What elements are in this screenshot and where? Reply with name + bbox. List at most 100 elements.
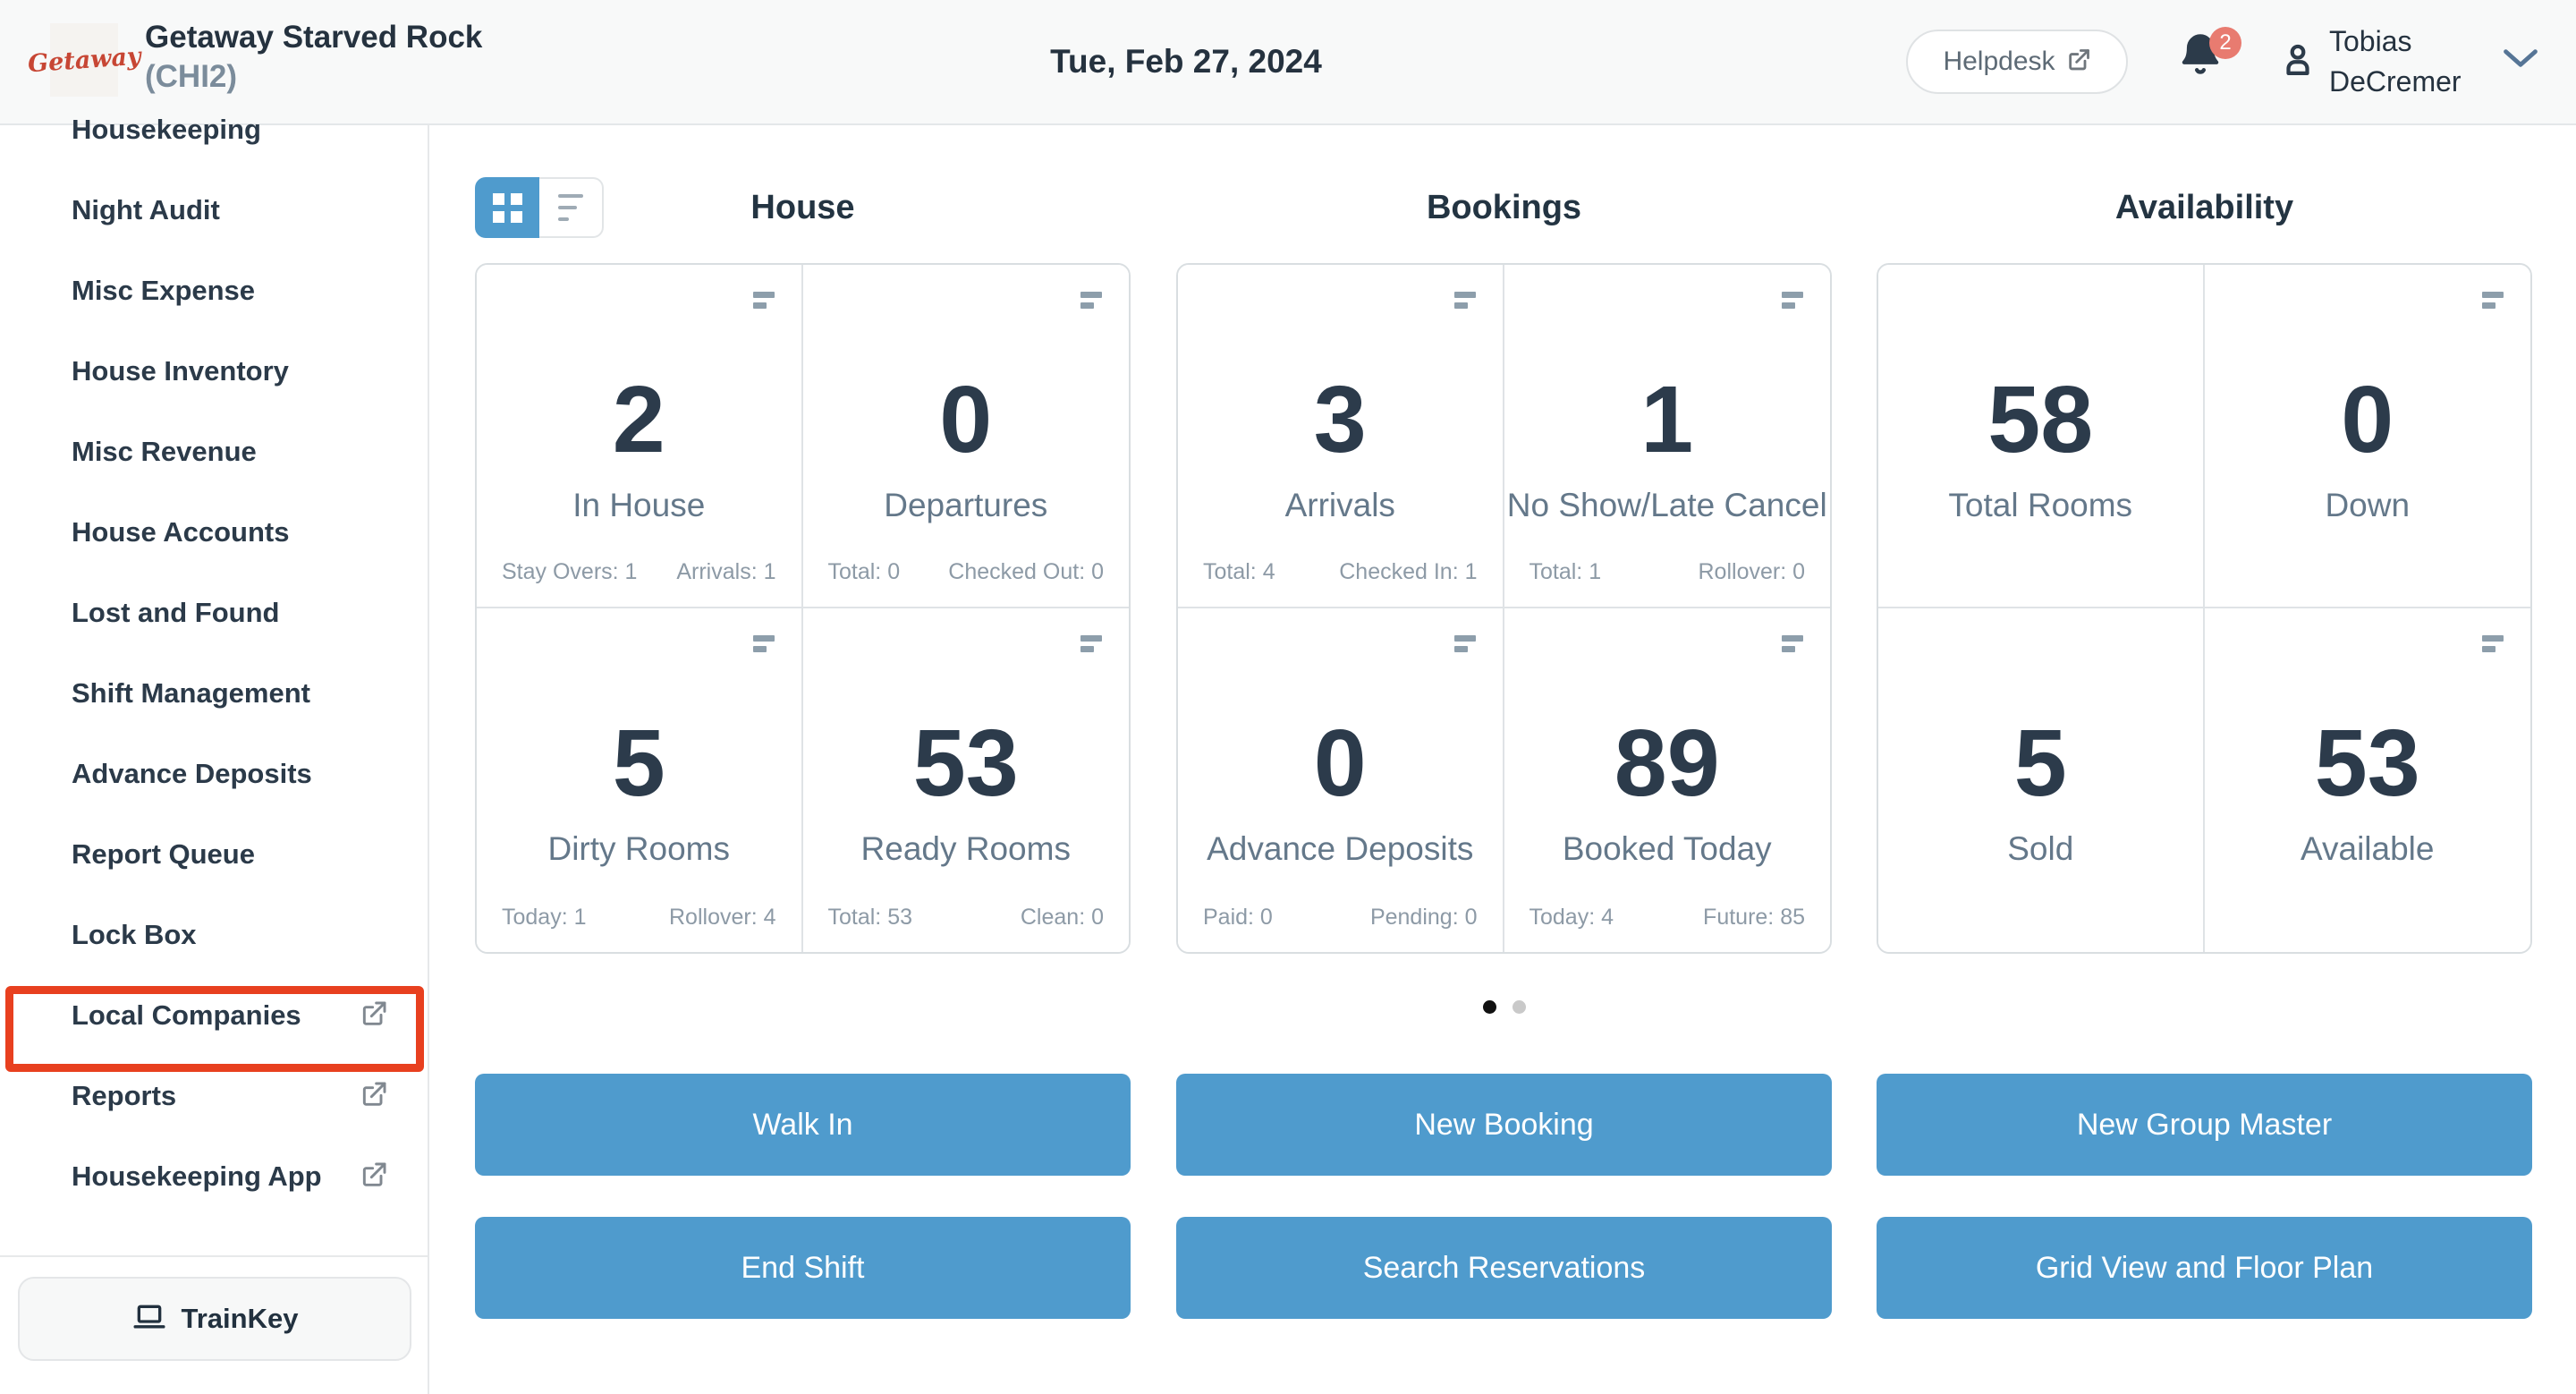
section-title-bookings: Bookings [1426,188,1582,226]
card-no-show-late-cancel[interactable]: 1 No Show/Late Cancel Total: 1 Rollover:… [1504,265,1830,608]
card-menu-icon[interactable] [1453,292,1476,309]
sidebar-item-label: Advance Deposits [72,758,312,789]
new-booking-button[interactable]: New Booking [1176,1074,1832,1176]
card-stat-right: Future: 85 [1703,905,1805,930]
card-value: 53 [912,710,1019,816]
new-group-master-button[interactable]: New Group Master [1877,1074,2532,1176]
grid-view-button[interactable] [475,177,539,238]
user-menu-chevron[interactable] [2501,45,2540,76]
helpdesk-button[interactable]: Helpdesk [1906,30,2128,94]
card-sold[interactable]: 5 Sold [1878,608,2205,952]
grid-view-icon [492,192,522,223]
sidebar-item-label: Lost and Found [72,597,280,628]
card-total-rooms[interactable]: 58 Total Rooms [1878,265,2205,608]
card-footer: Total: 4 Checked In: 1 [1203,559,1478,585]
card-value: 5 [612,710,665,816]
sidebar-item-house-accounts[interactable]: House Accounts [0,514,428,577]
card-ready-rooms[interactable]: 53 Ready Rooms Total: 53 Clean: 0 [802,608,1129,952]
card-menu-icon[interactable] [752,635,775,652]
card-menu-icon[interactable] [1080,292,1102,309]
sidebar-item-lost-and-found[interactable]: Lost and Found [0,595,428,658]
sidebar-item-label: Misc Revenue [72,436,257,467]
sidebar-item-lock-box[interactable]: Lock Box [0,917,428,980]
sidebar-item-label: Night Audit [72,194,220,225]
bookings-card-group: 3 Arrivals Total: 4 Checked In: 1 1 No S… [1176,263,1832,954]
sidebar-item-misc-expense[interactable]: Misc Expense [0,273,428,336]
card-stat-left: Today: 4 [1529,905,1614,930]
list-view-button[interactable] [539,177,604,238]
card-menu-icon[interactable] [1453,635,1476,652]
card-booked-today[interactable]: 89 Booked Today Today: 4 Future: 85 [1504,608,1830,952]
sidebar-item-local-companies[interactable]: Local Companies [0,998,428,1060]
sidebar-item-night-audit[interactable]: Night Audit [0,192,428,255]
card-footer: Today: 1 Rollover: 4 [502,905,776,931]
external-link-icon [360,1160,388,1194]
card-menu-icon[interactable] [2482,635,2504,652]
search-reservations-button[interactable]: Search Reservations [1176,1217,1832,1319]
card-arrivals[interactable]: 3 Arrivals Total: 4 Checked In: 1 [1178,265,1504,608]
card-in-house[interactable]: 2 In House Stay Overs: 1 Arrivals: 1 [477,265,803,608]
user-menu[interactable]: Tobias DeCremer [2279,21,2462,102]
card-footer: Stay Overs: 1 Arrivals: 1 [502,559,776,585]
card-available[interactable]: 53 Available [2204,608,2530,952]
sidebar-item-shift-management[interactable]: Shift Management [0,676,428,738]
sidebar-item-label: Lock Box [72,919,197,950]
grid-view-floor-plan-button[interactable]: Grid View and Floor Plan [1877,1217,2532,1319]
card-value: 0 [1313,710,1367,816]
property-code: (CHI2) [145,59,238,94]
card-stat-right: Arrivals: 1 [676,559,776,584]
card-value: 89 [1614,710,1720,816]
sidebar-item-housekeeping-app[interactable]: Housekeeping App [0,1159,428,1221]
card-label: In House [572,487,706,523]
top-header: Getaway Getaway Starved Rock (CHI2) Tue,… [0,0,2576,125]
user-last-name: DeCremer [2329,65,2462,98]
sidebar-item-reports[interactable]: Reports [0,1078,428,1141]
card-label: Sold [2007,830,2074,867]
card-footer: Total: 0 Checked Out: 0 [828,559,1105,585]
sidebar-item-misc-revenue[interactable]: Misc Revenue [0,434,428,497]
card-dirty-rooms[interactable]: 5 Dirty Rooms Today: 1 Rollover: 4 [477,608,803,952]
card-departures[interactable]: 0 Departures Total: 0 Checked Out: 0 [802,265,1129,608]
card-down[interactable]: 0 Down [2204,265,2530,608]
card-stat-left: Total: 4 [1203,559,1275,584]
carousel-pagination [1176,1000,1832,1014]
card-footer: Paid: 0 Pending: 0 [1203,905,1478,931]
sidebar-item-label: Shift Management [72,677,310,709]
notifications-button[interactable]: 2 [2177,27,2241,95]
sidebar-item-label: Misc Expense [72,275,256,306]
card-menu-icon[interactable] [1782,292,1803,309]
card-value: 0 [939,367,993,472]
section-title-house: House [750,188,855,226]
card-value: 58 [1987,367,2094,472]
pagination-dot-active[interactable] [1482,1000,1496,1014]
card-value: 53 [2314,710,2420,816]
card-label: Down [2325,487,2411,523]
external-link-icon [360,1080,388,1113]
card-value: 0 [2341,367,2394,472]
card-advance-deposits[interactable]: 0 Advance Deposits Paid: 0 Pending: 0 [1178,608,1504,952]
sidebar-item-label: Housekeeping App [72,1160,322,1192]
card-menu-icon[interactable] [752,292,775,309]
card-stat-right: Clean: 0 [1020,905,1104,930]
sidebar-item-house-inventory[interactable]: House Inventory [0,353,428,416]
current-date: Tue, Feb 27, 2024 [1050,43,1322,80]
dashboard-main: House Bookings Availability 2 In House S… [429,125,2576,1394]
sidebar-item-report-queue[interactable]: Report Queue [0,837,428,899]
card-menu-icon[interactable] [1782,635,1803,652]
sidebar-item-housekeeping[interactable]: Housekeeping [0,112,428,174]
pagination-dot[interactable] [1512,1000,1526,1014]
trainkey-button[interactable]: TrainKey [18,1277,411,1361]
end-shift-button[interactable]: End Shift [475,1217,1131,1319]
card-label: Booked Today [1562,830,1772,867]
card-stat-left: Today: 1 [502,905,587,930]
property-title: Getaway Starved Rock (CHI2) [145,18,482,97]
card-menu-icon[interactable] [1080,635,1102,652]
walk-in-button[interactable]: Walk In [475,1074,1131,1176]
card-menu-icon[interactable] [2482,292,2504,309]
sidebar-item-advance-deposits[interactable]: Advance Deposits [0,756,428,819]
card-stat-left: Total: 1 [1529,559,1602,584]
list-view-icon [558,194,583,221]
brand-logo[interactable]: Getaway [27,23,141,97]
sidebar-item-label: Housekeeping [72,114,261,145]
